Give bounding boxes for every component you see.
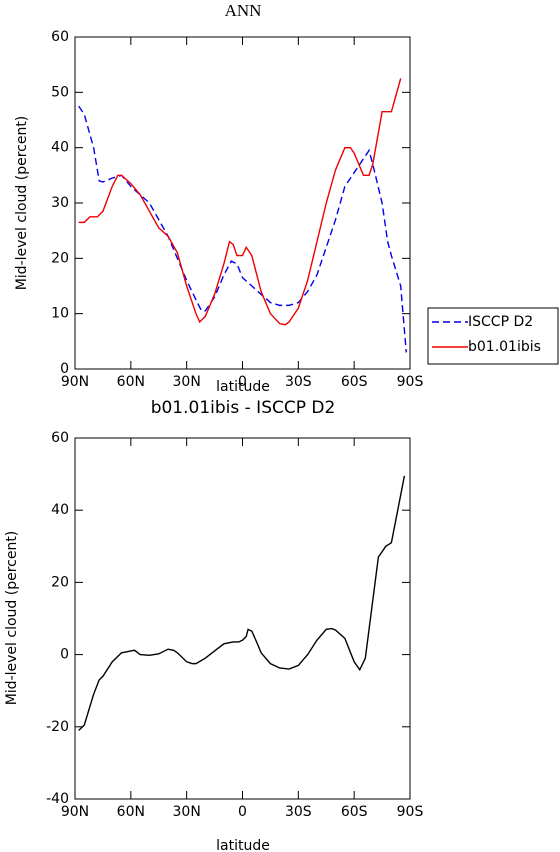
y-axis-label: Mid-level cloud (percent) — [14, 116, 30, 291]
y-tick-label: 60 — [51, 29, 69, 45]
legend-box — [427, 307, 559, 365]
y-tick-label: 40 — [51, 502, 69, 518]
series-line — [78, 78, 402, 326]
legend-label: b01.01ibis — [468, 339, 541, 355]
x-tick-label: 90N — [61, 374, 89, 390]
x-axis-label: latitude — [216, 838, 270, 852]
x-tick-label: 30S — [285, 804, 312, 820]
x-tick-label: 90N — [61, 804, 89, 820]
y-tick-label: 20 — [51, 574, 69, 590]
chart-title: ANN — [225, 1, 262, 20]
x-tick-label: 0 — [238, 804, 247, 820]
x-tick-label: 90S — [397, 804, 424, 820]
plot-frame — [74, 437, 411, 800]
y-tick-label: 50 — [51, 84, 69, 100]
x-axis-label: latitude — [216, 379, 270, 395]
legend-label: ISCCP D2 — [468, 314, 533, 330]
y-tick-label: -40 — [46, 791, 69, 807]
y-tick-label: 30 — [51, 195, 69, 211]
series-line — [78, 475, 406, 731]
x-tick-label: 30S — [285, 374, 312, 390]
series-line — [78, 105, 407, 353]
x-tick-label: 60N — [117, 374, 145, 390]
x-tick-label: 60N — [117, 804, 145, 820]
y-tick-label: 60 — [51, 430, 69, 446]
y-tick-label: -20 — [46, 719, 69, 735]
x-tick-label: 30N — [173, 374, 201, 390]
x-tick-label: 90S — [397, 374, 424, 390]
y-tick-label: 20 — [51, 250, 69, 266]
y-tick-label: 40 — [51, 140, 69, 156]
x-tick-label: 0 — [238, 374, 247, 390]
y-tick-label: 10 — [51, 306, 69, 322]
y-axis-label: Mid-level cloud (percent) — [4, 531, 20, 706]
x-tick-label: 60S — [341, 374, 368, 390]
chart-title: b01.01ibis - ISCCP D2 — [151, 398, 336, 418]
x-tick-label: 60S — [341, 804, 368, 820]
y-tick-label: 0 — [60, 361, 69, 377]
x-tick-label: 30N — [173, 804, 201, 820]
y-tick-label: 0 — [60, 647, 69, 663]
plot-frame — [74, 36, 411, 370]
